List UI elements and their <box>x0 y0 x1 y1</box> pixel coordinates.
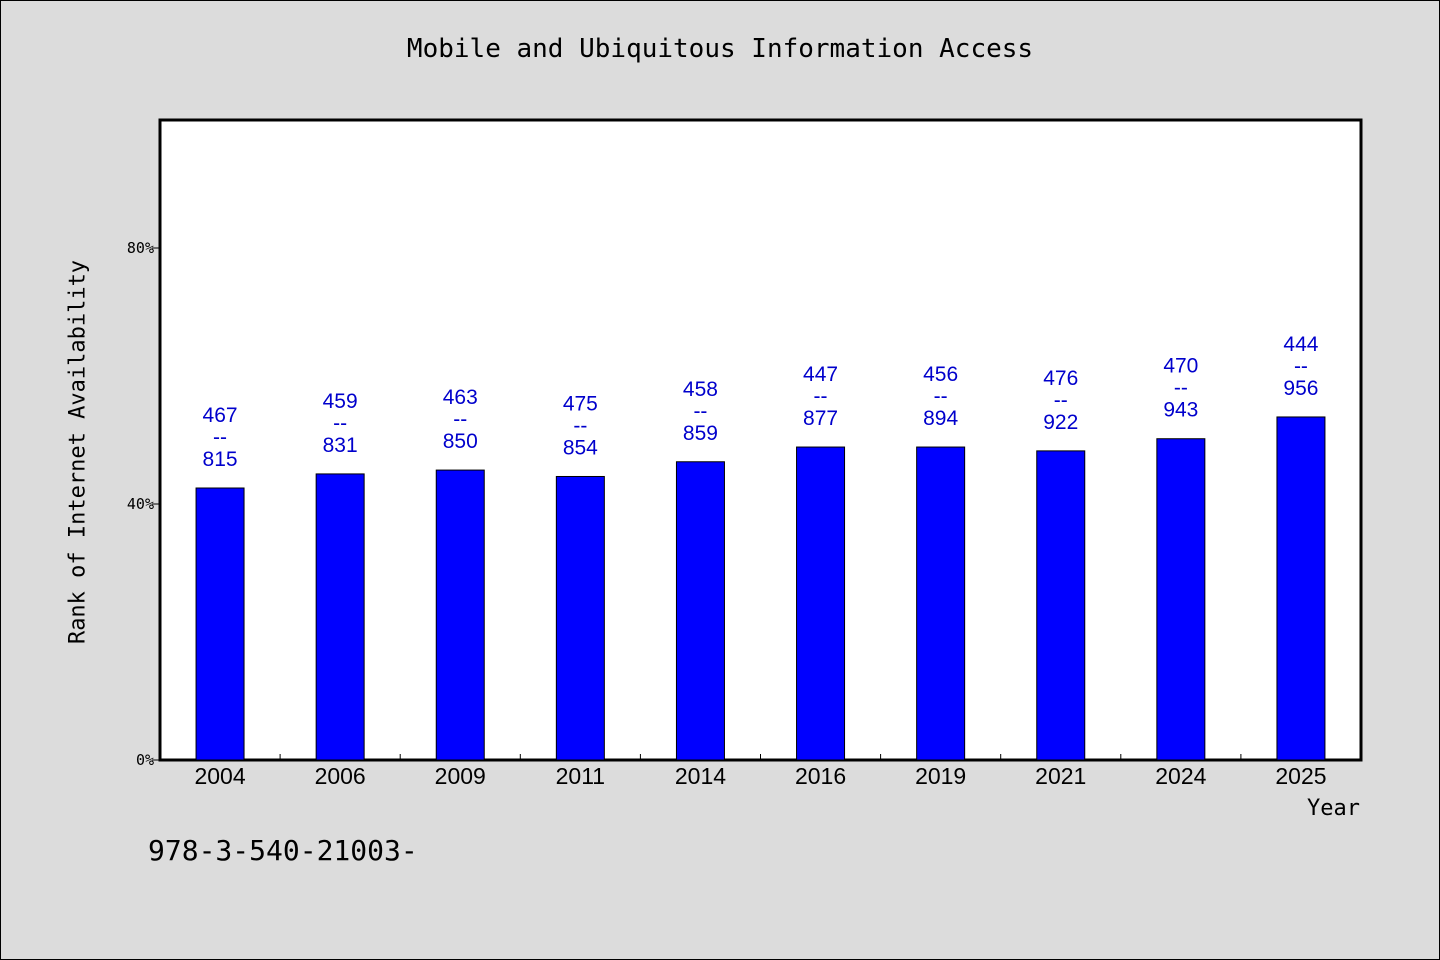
data-label: 459 <box>323 390 358 413</box>
bar <box>796 446 846 761</box>
data-label: -- <box>453 408 467 431</box>
data-label: 463 <box>443 386 478 409</box>
bar <box>555 475 605 761</box>
data-label: 475 <box>563 392 598 415</box>
bar <box>675 461 725 761</box>
bar <box>1276 416 1326 761</box>
data-label: 877 <box>803 407 838 430</box>
bar <box>435 469 485 761</box>
footnote-text: 978-3-540-21003- <box>148 834 418 867</box>
x-axis-label: Year <box>1307 796 1360 821</box>
bar <box>315 473 365 761</box>
x-tick-label: 2019 <box>915 763 966 789</box>
data-label: -- <box>1054 389 1068 412</box>
data-label: 476 <box>1043 367 1078 390</box>
bar <box>1156 438 1206 761</box>
x-tick-label: 2006 <box>315 763 366 789</box>
data-label: -- <box>213 426 227 449</box>
chart-title: Mobile and Ubiquitous Information Access <box>406 34 1034 64</box>
data-label: -- <box>1174 377 1188 400</box>
data-label: 444 <box>1283 333 1318 356</box>
y-tick-label: 40% <box>127 495 154 513</box>
data-label: 943 <box>1163 399 1198 422</box>
x-tick-label: 2016 <box>795 763 846 789</box>
data-label: 850 <box>443 430 478 453</box>
data-label: 456 <box>923 363 958 386</box>
data-label: -- <box>693 400 707 423</box>
bar <box>916 446 966 761</box>
data-label: -- <box>573 414 587 437</box>
data-label: 922 <box>1043 411 1078 434</box>
data-label: 467 <box>203 404 238 427</box>
data-label: -- <box>934 385 948 408</box>
data-label: 854 <box>563 436 598 459</box>
data-label: -- <box>1294 355 1308 378</box>
bar <box>1036 450 1086 761</box>
data-label: -- <box>814 385 828 408</box>
data-label: 859 <box>683 422 718 445</box>
data-label: 458 <box>683 378 718 401</box>
x-tick-label: 2009 <box>435 763 486 789</box>
data-label: 894 <box>923 407 958 430</box>
x-tick-label: 2021 <box>1035 763 1086 789</box>
bar <box>195 487 245 761</box>
y-tick-label: 80% <box>127 239 154 257</box>
x-tick-label: 2024 <box>1155 763 1206 789</box>
data-label: -- <box>333 412 347 435</box>
x-tick-label: 2014 <box>675 763 726 789</box>
data-label: 470 <box>1163 355 1198 378</box>
x-tick-label: 2025 <box>1275 763 1326 789</box>
data-label: 956 <box>1283 377 1318 400</box>
data-label: 815 <box>203 448 238 471</box>
x-tick-label: 2011 <box>556 763 605 789</box>
data-label: 831 <box>323 434 358 457</box>
x-tick-label: 2004 <box>194 763 245 789</box>
y-tick-label: 0% <box>136 751 154 769</box>
data-label: 447 <box>803 363 838 386</box>
